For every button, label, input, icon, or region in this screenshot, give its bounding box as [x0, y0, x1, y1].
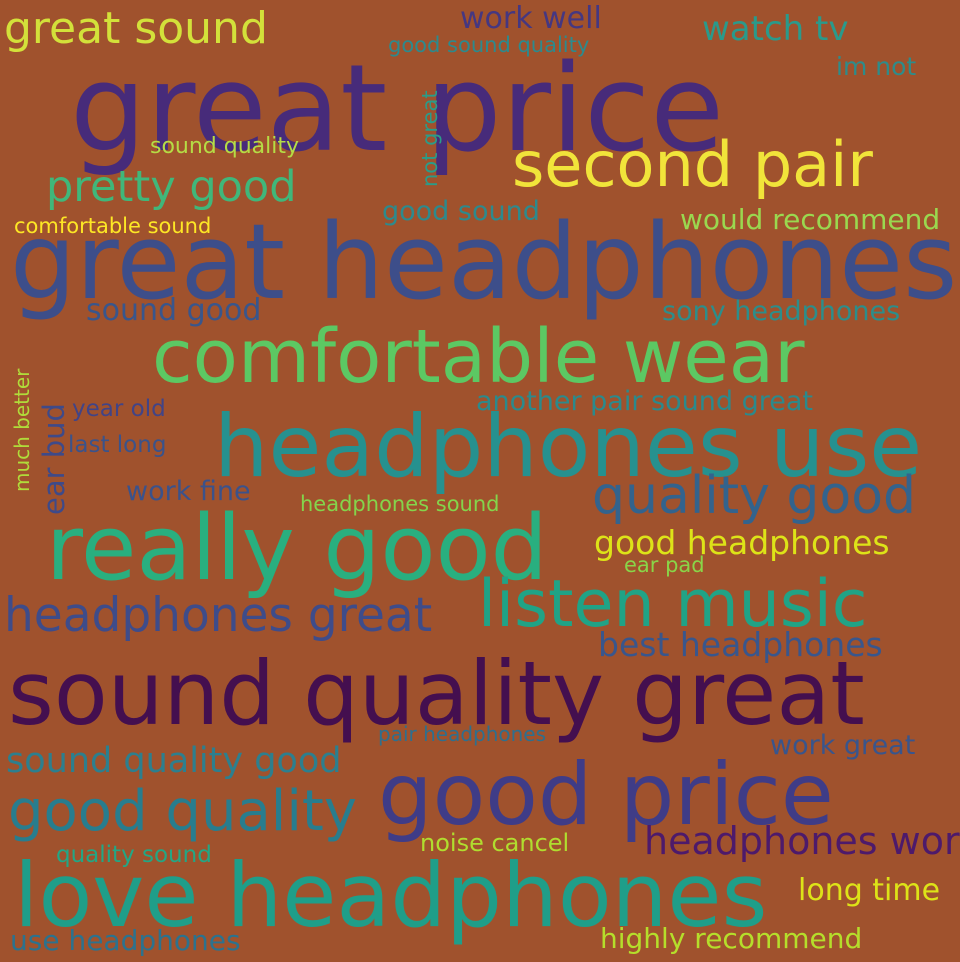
word-headphones-work: headphones work — [644, 819, 960, 863]
word-great-headphones: great headphones — [10, 201, 958, 323]
word-listen-music: listen music — [478, 567, 868, 642]
word-watch-tv: watch tv — [702, 9, 849, 49]
word-headphones-use: headphones use — [214, 397, 923, 497]
word-sound-quality: sound quality — [150, 134, 300, 159]
word-highly-recommend: highly recommend — [600, 922, 863, 955]
word-year-old: year old — [72, 396, 166, 422]
word-quality-good: quality good — [592, 466, 917, 526]
word-sound-quality-good: sound quality good — [6, 741, 342, 781]
word-good-headphones: good headphones — [594, 523, 890, 562]
word-comfortable-wear: comfortable wear — [152, 314, 805, 400]
word-good-price: good price — [378, 745, 834, 845]
word-headphones-sound: headphones sound — [300, 492, 500, 516]
word-long-time: long time — [798, 873, 941, 908]
word-noise-cancel: noise cancel — [420, 829, 570, 857]
word-another-pair-sound-great: another pair sound great — [476, 386, 813, 417]
word-pretty-good: pretty good — [46, 162, 297, 212]
word-would-recommend: would recommend — [680, 203, 941, 236]
word-sony-headphones: sony headphones — [662, 296, 901, 327]
word-much-better: much better — [10, 368, 34, 492]
word-work-well: work well — [460, 1, 602, 36]
word-second-pair: second pair — [512, 128, 873, 201]
word-great-price: great price — [70, 40, 725, 179]
word-last-long: last long — [68, 432, 167, 458]
word-great-sound: great sound — [4, 3, 268, 54]
word-sound-quality-great: sound quality great — [8, 642, 865, 745]
word-comfortable-sound: comfortable sound — [14, 214, 212, 238]
word-love-headphones: love headphones — [14, 844, 768, 947]
word-use-headphones: use headphones — [10, 924, 241, 957]
word-sound-good: sound good — [86, 293, 262, 328]
word-headphones-great: headphones great — [4, 588, 433, 643]
word-good-quality: good quality — [8, 779, 357, 844]
word-im-not: im not — [836, 52, 917, 81]
word-work-fine: work fine — [126, 476, 251, 507]
word-good-sound-quality: good sound quality — [388, 33, 590, 57]
word-best-headphones: best headphones — [598, 625, 883, 664]
word-pair-headphones: pair headphones — [378, 722, 547, 746]
word-good-sound: good sound — [382, 196, 540, 227]
word-work-great: work great — [770, 730, 916, 761]
word-really-good: really good — [46, 496, 548, 601]
word-quality-sound: quality sound — [56, 842, 212, 868]
word-not-great: not great — [418, 90, 442, 187]
word-ear-pad: ear pad — [624, 553, 705, 577]
